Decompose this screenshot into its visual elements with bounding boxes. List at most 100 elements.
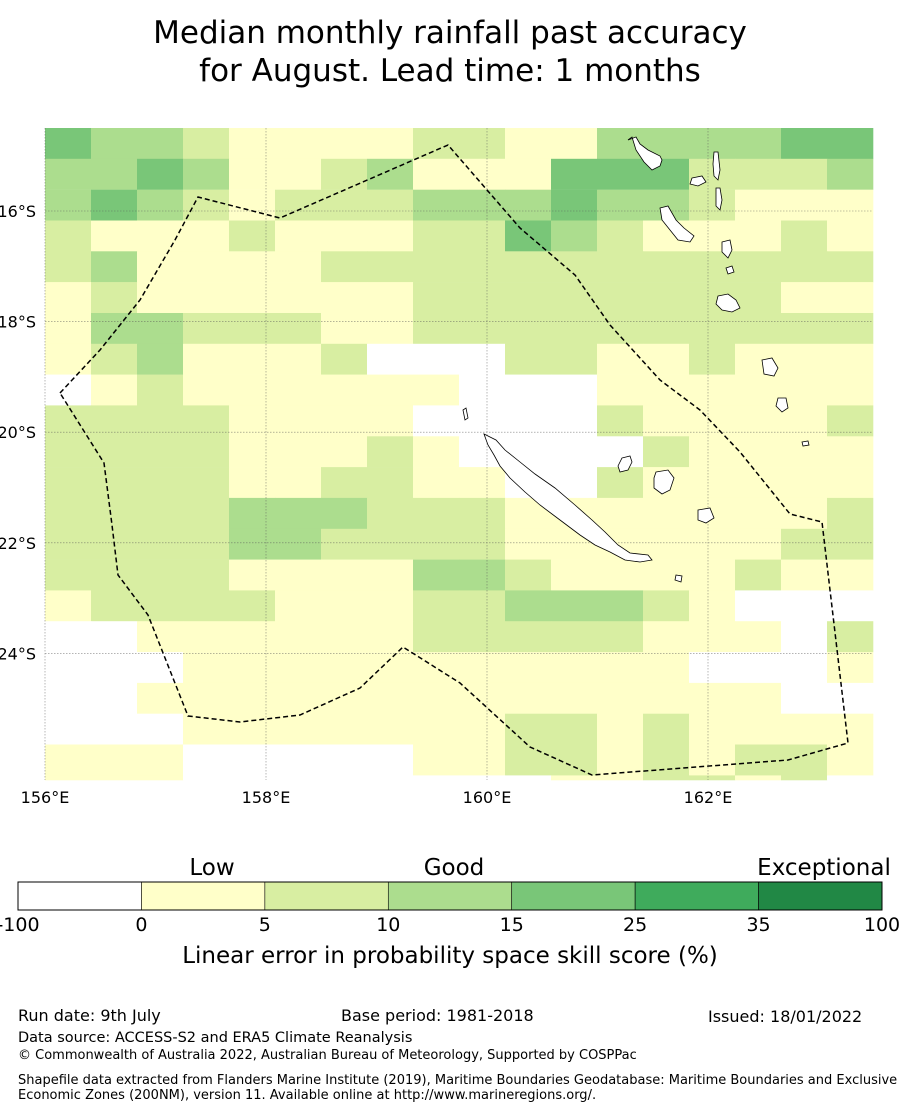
- skill-cell: [275, 497, 322, 529]
- skill-cell: [643, 436, 690, 468]
- skill-cell: [229, 436, 276, 468]
- skill-cell: [735, 713, 782, 745]
- skill-cell: [229, 744, 276, 776]
- skill-cell: [413, 405, 460, 437]
- skill-cell: [321, 313, 368, 345]
- skill-cell: [367, 251, 414, 283]
- skill-cell: [413, 220, 460, 252]
- skill-cell: [367, 621, 414, 653]
- skill-cell: [643, 374, 690, 406]
- skill-cell: [459, 528, 506, 560]
- skill-cell: [827, 713, 874, 745]
- category-good: Good: [423, 855, 485, 881]
- skill-cell: [781, 682, 828, 714]
- skill-cell: [781, 713, 828, 745]
- skill-cell: [689, 682, 736, 714]
- skill-cell: [735, 436, 782, 468]
- skill-cell: [321, 621, 368, 653]
- colorbar-segment: [264, 881, 389, 911]
- skill-cell: [183, 775, 230, 781]
- skill-cell: [91, 220, 138, 252]
- skill-cell: [827, 220, 874, 252]
- skill-cell: [689, 590, 736, 622]
- skill-cell: [781, 282, 828, 314]
- skill-cell: [321, 158, 368, 190]
- skill-cell: [91, 744, 138, 776]
- skill-cell: [275, 559, 322, 591]
- skill-cell: [505, 189, 552, 221]
- skill-cell: [735, 744, 782, 776]
- skill-cell: [643, 590, 690, 622]
- skill-cell: [275, 158, 322, 190]
- skill-cell: [413, 652, 460, 684]
- skill-cell: [827, 559, 874, 591]
- skill-cell: [183, 220, 230, 252]
- skill-cell: [551, 682, 598, 714]
- skill-cell: [321, 436, 368, 468]
- skill-cell: [643, 559, 690, 591]
- skill-cell: [45, 467, 92, 499]
- skill-cell: [505, 374, 552, 406]
- skill-cell: [459, 744, 506, 776]
- skill-cell: [45, 744, 92, 776]
- skill-cell: [643, 251, 690, 283]
- skill-cell: [597, 559, 644, 591]
- skill-cell: [275, 189, 322, 221]
- skill-cell: [321, 744, 368, 776]
- skill-cell: [367, 775, 414, 781]
- mare-island: [697, 507, 715, 524]
- skill-cell: [45, 528, 92, 560]
- skill-cell: [413, 467, 460, 499]
- skill-cell: [689, 405, 736, 437]
- skill-cell: [459, 189, 506, 221]
- skill-cell: [367, 282, 414, 314]
- skill-cell: [321, 128, 368, 160]
- skill-cell: [643, 621, 690, 653]
- skill-cell: [275, 374, 322, 406]
- skill-cell: [781, 189, 828, 221]
- skill-cell: [781, 621, 828, 653]
- skill-cell: [91, 682, 138, 714]
- colorbar-tick-label: 15: [499, 914, 524, 936]
- skill-cell: [275, 467, 322, 499]
- skill-cell: [689, 343, 736, 375]
- skill-cell: [137, 775, 184, 781]
- skill-cell: [551, 744, 598, 776]
- skill-cell: [597, 590, 644, 622]
- skill-cell: [689, 713, 736, 745]
- skill-cell: [551, 282, 598, 314]
- skill-cell: [321, 652, 368, 684]
- skill-cell: [505, 343, 552, 375]
- shepherd-islands: [721, 239, 733, 259]
- skill-cell: [137, 590, 184, 622]
- colorbar-tick-label: -100: [0, 914, 40, 936]
- skill-cell: [689, 467, 736, 499]
- skill-cell: [597, 189, 644, 221]
- skill-cell: [45, 590, 92, 622]
- skill-cell: [275, 282, 322, 314]
- skill-cell: [597, 652, 644, 684]
- skill-cell: [827, 158, 874, 190]
- ambrym-island: [689, 175, 707, 187]
- skill-cell: [413, 374, 460, 406]
- ouvea-island: [617, 455, 633, 473]
- skill-cell: [321, 343, 368, 375]
- skill-cell: [275, 590, 322, 622]
- skill-cell: [597, 744, 644, 776]
- skill-cell: [413, 128, 460, 160]
- skill-cell: [45, 313, 92, 345]
- skill-cell: [827, 313, 874, 345]
- skill-cell: [689, 744, 736, 776]
- skill-cell: [643, 775, 690, 781]
- skill-cell: [229, 528, 276, 560]
- skill-cell: [413, 282, 460, 314]
- skill-cell: [459, 682, 506, 714]
- skill-cell: [275, 128, 322, 160]
- skill-cell: [505, 528, 552, 560]
- skill-cell: [643, 343, 690, 375]
- colorbar-segment: [387, 881, 513, 911]
- espiritu-santo-island: [627, 136, 663, 171]
- skill-cell: [229, 682, 276, 714]
- skill-cell: [781, 251, 828, 283]
- skill-cell: [367, 436, 414, 468]
